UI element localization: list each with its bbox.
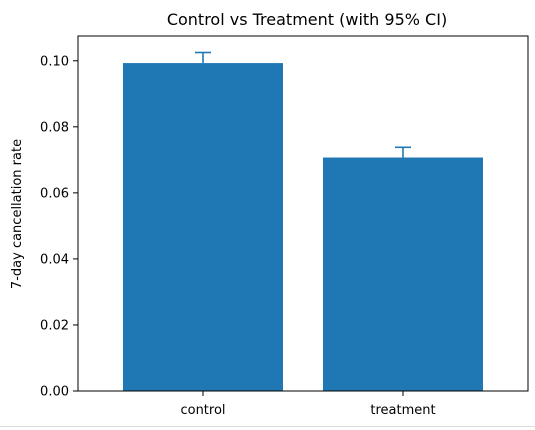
error-bars-layer	[195, 51, 411, 158]
bar-control	[123, 63, 283, 391]
chart-title: Control vs Treatment (with 95% CI)	[167, 10, 447, 29]
bottom-divider	[0, 426, 535, 427]
plot-frame	[77, 35, 529, 392]
bar-treatment	[323, 157, 483, 391]
x-axis-ticks: control treatment	[180, 391, 436, 418]
y-axis-ticks: 0.00 0.02 0.04 0.06 0.08 0.10	[40, 54, 78, 400]
x-tick-label-treatment: treatment	[370, 403, 435, 418]
bars-layer	[123, 63, 483, 391]
y-tick-label-1: 0.02	[40, 318, 69, 333]
y-tick-label-0: 0.00	[40, 385, 69, 400]
x-tick-label-control: control	[180, 403, 225, 418]
y-tick-label-2: 0.04	[40, 252, 69, 267]
y-tick-label-4: 0.08	[40, 120, 69, 135]
y-tick-label-5: 0.10	[40, 54, 69, 69]
y-tick-label-3: 0.06	[40, 186, 69, 201]
y-axis-label: 7-day cancellation rate	[10, 139, 25, 289]
